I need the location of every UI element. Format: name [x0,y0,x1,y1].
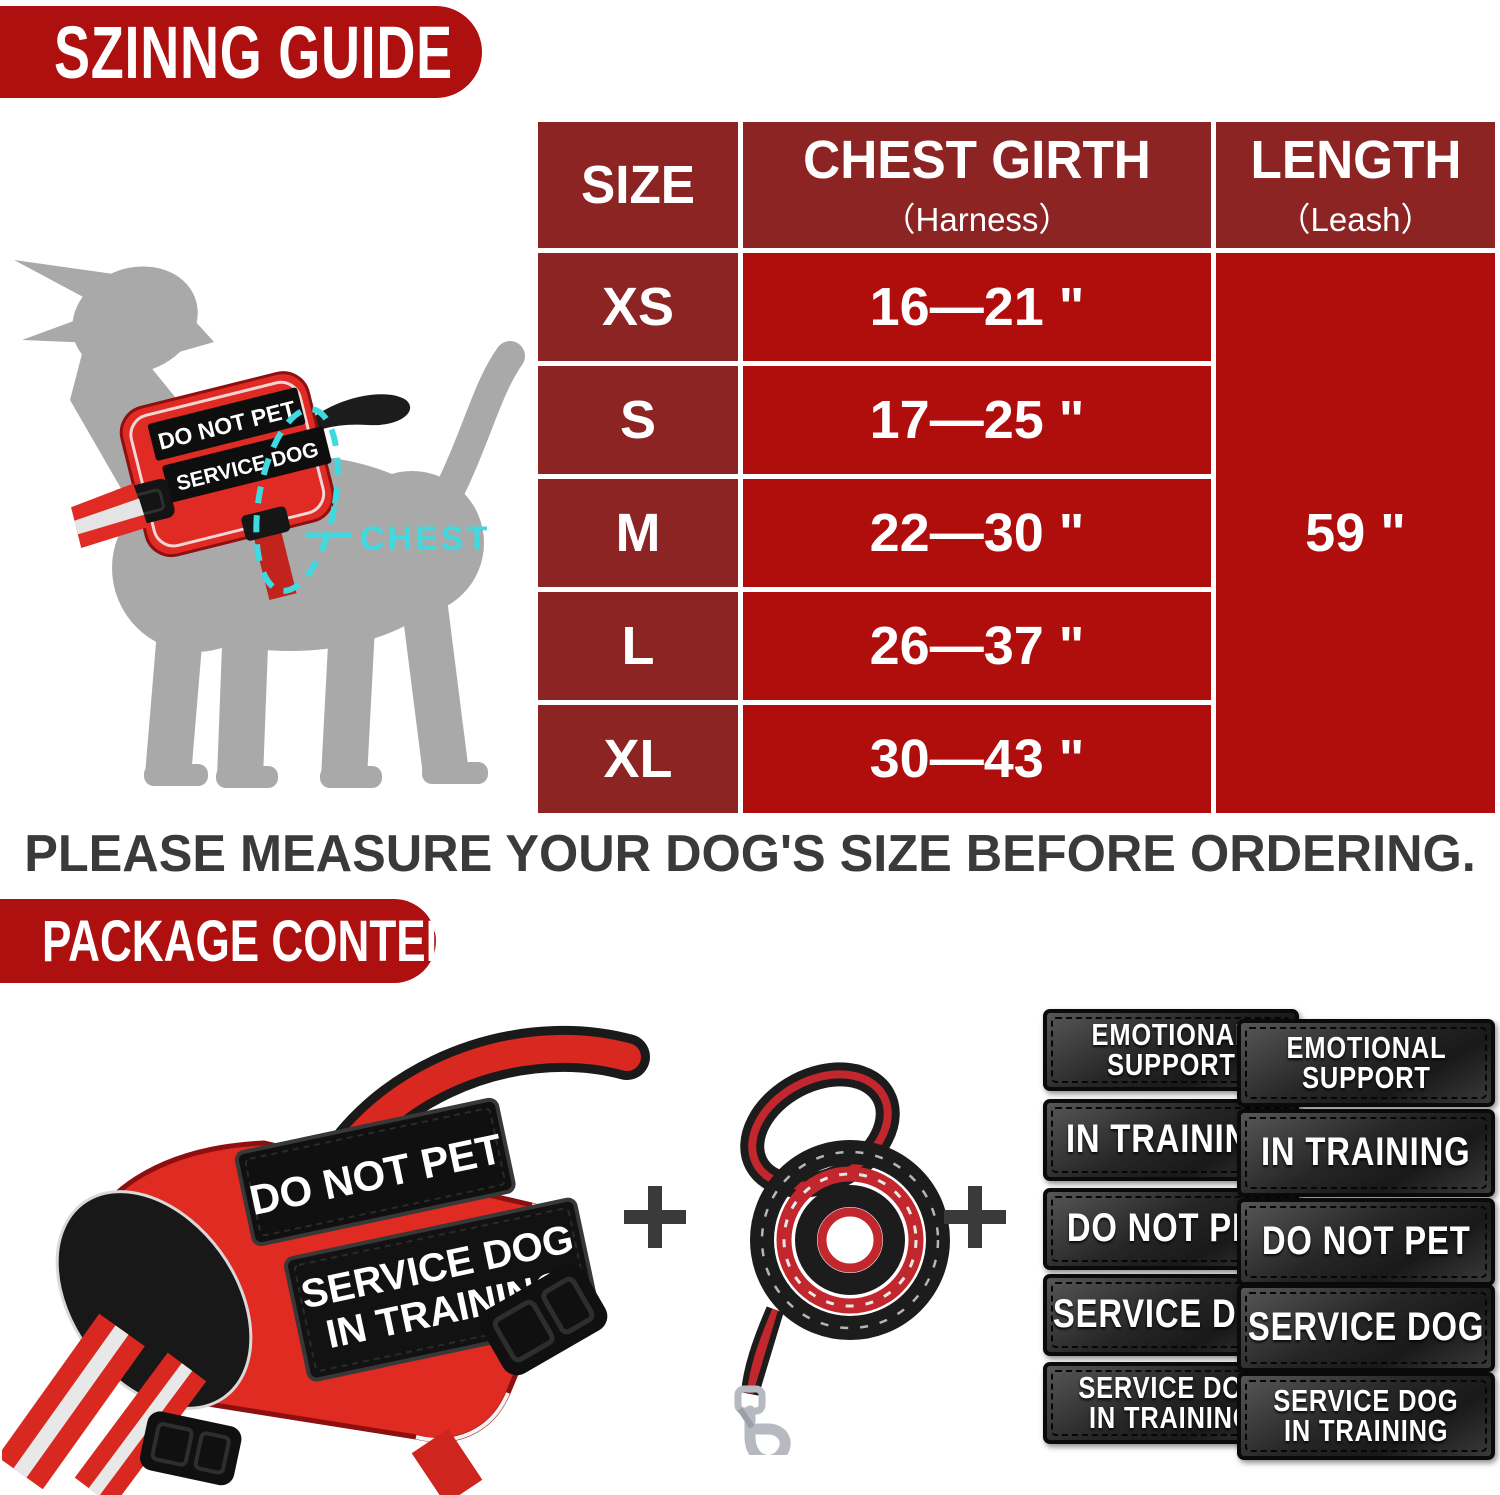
size-table: SIZE CHEST GIRTH （Harness） LENGTH （Leash… [538,122,1495,813]
size-cell-l: L [538,592,738,700]
chest-measure-ellipse [253,406,341,594]
patch-do-not-pet: DO NOT PET [1237,1198,1495,1286]
size-cell-xs: XS [538,253,738,361]
col-header-chest-girth: CHEST GIRTH （Harness） [743,122,1211,248]
patch-service-dog-in-training: SERVICE DOG IN TRAINING [1237,1372,1495,1460]
size-cell-xl: XL [538,705,738,813]
sizing-guide-banner: SZINNG GUIDE [0,6,482,98]
plus-icon [624,1186,686,1248]
reflective-stripe [74,498,145,535]
leash-product-image [734,1062,950,1455]
size-cell-s: S [538,366,738,474]
measure-notice: PLEASE MEASURE YOUR DOG'S SIZE BEFORE OR… [24,825,1476,883]
harness-buckle-right [479,1263,608,1376]
package-content-banner: PACKAGE CONTENT [0,899,484,983]
harness-patches: DO NOT PET SERVICE DOG IN TRAINING [234,1097,601,1382]
plus-icon [944,1186,1006,1248]
chest-cell-l: 26—37 " [743,592,1211,700]
patch-set: EMOTIONAL SUPPORT EMOTIONAL SUPPORT IN T… [1035,1003,1497,1465]
harness-buckle-left [139,1411,242,1486]
size-cell-m: M [538,479,738,587]
patch-in-training: IN TRAINING [1237,1109,1495,1197]
illustrated-harness: DO NOT PET SERVICE DOG [71,371,335,600]
sizing-guide-title: SZINNG GUIDE [54,10,453,94]
chest-cell-m: 22—30 " [743,479,1211,587]
patch-service-dog: SERVICE DOG [1237,1284,1495,1372]
chest-cell-s: 17—25 " [743,366,1211,474]
harness-product-image: DO NOT PET SERVICE DOG IN TRAINING [2,1025,650,1495]
package-content-title: PACKAGE CONTENT [42,908,485,974]
illustration-patch-service-dog [162,426,332,503]
harness-back-handle [295,394,411,439]
chest-label: CHEST [360,520,490,558]
leash-snap-hook [734,1385,791,1455]
patch-emotional-support: EMOTIONAL SUPPORT [1237,1019,1495,1107]
dog-measurement-illustration: DO NOT PET SERVICE DOG CHEST [14,260,525,788]
col-header-length: LENGTH （Leash） [1216,122,1495,248]
chest-cell-xs: 16—21 " [743,253,1211,361]
col-header-size: SIZE [538,122,738,248]
reflective-stripe [13,1325,129,1478]
length-cell: 59 " [1216,253,1495,813]
illustration-patch-do-not-pet [147,387,306,461]
chest-cell-xl: 30—43 " [743,705,1211,813]
